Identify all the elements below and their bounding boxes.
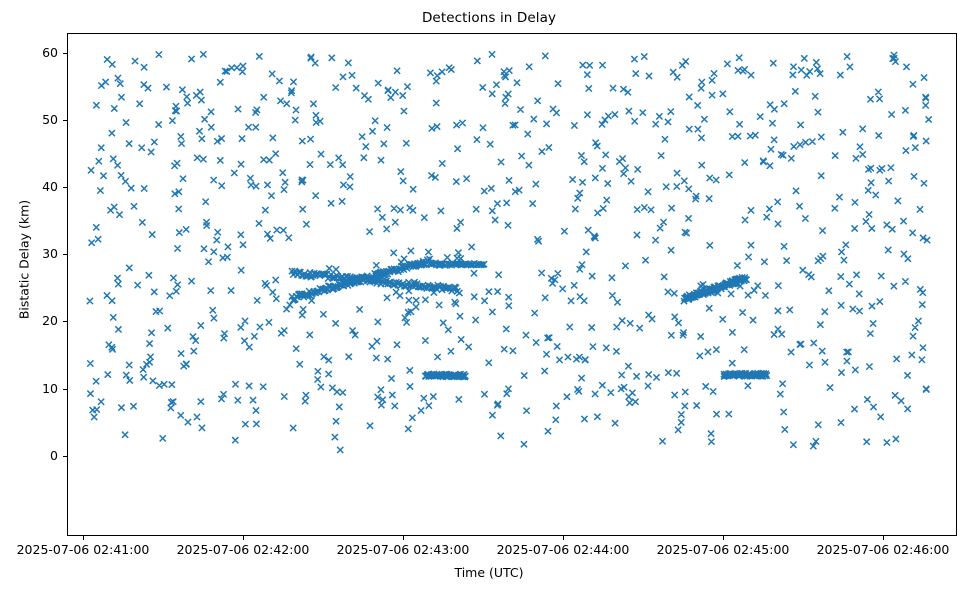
x-axis-label: Time (UTC) [454, 565, 524, 580]
y-tick-mark [63, 53, 67, 55]
y-tick-label: 10 [42, 380, 58, 396]
y-tick-label: 30 [42, 246, 58, 262]
x-tick-mark [403, 536, 405, 540]
y-tick-mark [63, 254, 67, 256]
x-tick-mark [243, 536, 245, 540]
x-tick-label: 2025-07-06 02:45:00 [656, 542, 790, 557]
y-tick-mark [63, 455, 67, 457]
y-tick-label: 60 [42, 45, 58, 60]
x-tick-label: 2025-07-06 02:44:00 [496, 542, 630, 557]
y-tick-label: 0 [50, 447, 58, 463]
page-title: Detections in Delay [421, 10, 557, 26]
y-tick-mark [63, 321, 67, 323]
plot-axes [67, 33, 957, 536]
x-tick-mark [723, 536, 725, 540]
y-axis-label: Bistatic Delay (km) [16, 199, 32, 320]
x-tick-label: 2025-07-06 02:46:00 [816, 542, 950, 557]
y-tick-mark [63, 187, 67, 189]
y-tick-mark [63, 120, 67, 122]
scatter-layer [86, 50, 933, 454]
y-tick-label: 40 [42, 179, 58, 195]
x-tick-label: 2025-07-06 02:42:00 [176, 542, 310, 557]
x-tick-label: 2025-07-06 02:43:00 [336, 542, 470, 557]
y-tick-label: 20 [42, 313, 58, 329]
x-tick-mark [83, 536, 85, 540]
x-tick-mark [563, 536, 565, 540]
y-tick-label: 50 [42, 112, 58, 128]
y-tick-mark [63, 388, 67, 390]
x-tick-mark [883, 536, 885, 540]
x-tick-label: 2025-07-06 02:41:00 [16, 542, 150, 557]
